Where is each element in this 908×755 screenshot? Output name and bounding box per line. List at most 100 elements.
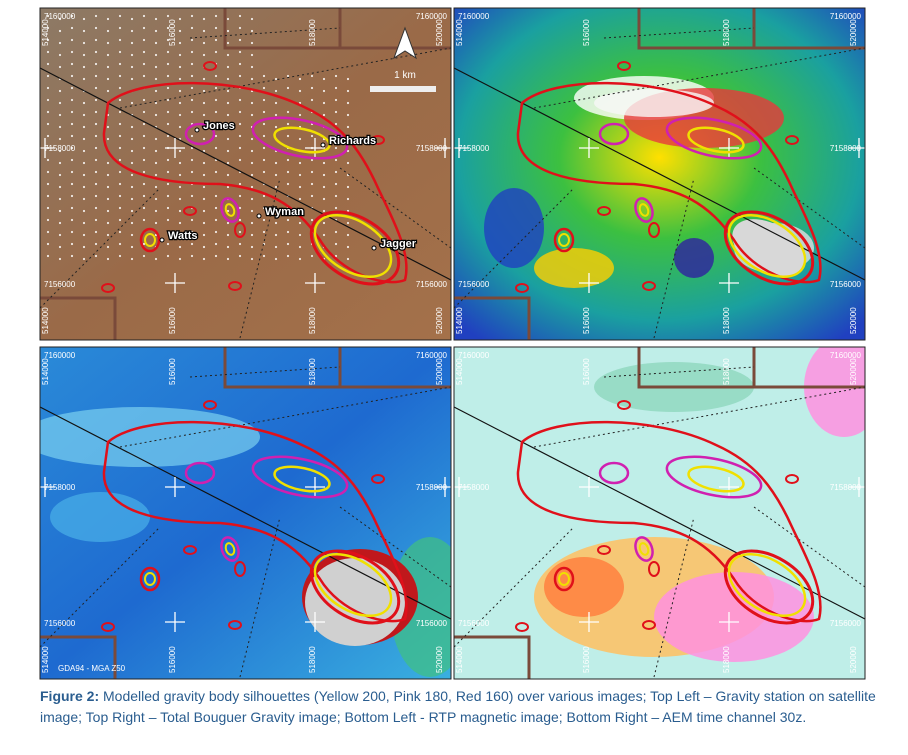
station (274, 161, 278, 165)
station (82, 77, 86, 81)
station (130, 185, 134, 189)
station (46, 122, 50, 126)
red-silhouette (102, 81, 408, 284)
silhouette (727, 553, 807, 617)
station (106, 137, 110, 141)
red-silhouette (102, 420, 408, 623)
station (118, 146, 122, 150)
station (154, 197, 158, 201)
station (334, 254, 338, 258)
silhouette (723, 210, 815, 286)
station (190, 26, 194, 30)
station (94, 254, 98, 258)
station (334, 158, 338, 162)
red-silhouette (516, 420, 822, 623)
grid-cross (454, 477, 469, 497)
station (82, 197, 86, 201)
station (46, 170, 50, 174)
station (274, 221, 278, 225)
station (286, 218, 290, 222)
station (250, 17, 254, 21)
station (166, 230, 170, 234)
grid-cross (849, 477, 865, 497)
grid-cross (305, 477, 325, 497)
station (142, 14, 146, 18)
station (298, 173, 302, 177)
anomaly (544, 557, 624, 617)
body-label: Wyman (265, 206, 304, 218)
station (142, 122, 146, 126)
station (226, 173, 230, 177)
station (94, 26, 98, 30)
station (142, 50, 146, 54)
grid-label: 7160000 (44, 12, 76, 21)
station (130, 53, 134, 57)
station (166, 134, 170, 138)
station (94, 98, 98, 102)
station (142, 110, 146, 114)
station (58, 245, 62, 249)
station (130, 149, 134, 153)
silhouette (313, 553, 393, 617)
silhouette (687, 465, 745, 493)
station (346, 89, 350, 93)
station (70, 254, 74, 258)
station (238, 254, 242, 258)
silhouette (648, 222, 660, 238)
grid-label: 514000 (455, 646, 464, 673)
silhouette (184, 461, 216, 485)
station (322, 233, 326, 237)
grid-label: 7156000 (416, 280, 448, 289)
station (94, 218, 98, 222)
grid-label: 518000 (722, 646, 731, 673)
silhouette (313, 214, 393, 278)
station (226, 209, 230, 213)
silhouette (101, 622, 115, 632)
station (190, 98, 194, 102)
station (58, 209, 62, 213)
station (82, 185, 86, 189)
body-marker (159, 237, 165, 243)
station (118, 86, 122, 90)
station (166, 14, 170, 18)
station (238, 50, 242, 54)
station (274, 89, 278, 93)
station (154, 41, 158, 45)
station (70, 74, 74, 78)
station (286, 182, 290, 186)
silhouette (184, 122, 216, 146)
station (202, 113, 206, 117)
station (70, 38, 74, 42)
grid-cross (435, 477, 451, 497)
station (334, 206, 338, 210)
anomaly (534, 248, 614, 288)
station (214, 230, 218, 234)
station (226, 113, 230, 117)
station (298, 137, 302, 141)
station (298, 257, 302, 261)
station (202, 245, 206, 249)
station (130, 65, 134, 69)
station (94, 50, 98, 54)
grid-label: 514000 (41, 19, 50, 46)
station (226, 101, 230, 105)
map-panel: 7160000 7160000 7158000 7158000 7156000 71560… (454, 8, 865, 340)
silhouette (183, 206, 197, 216)
grid-label: 516000 (168, 646, 177, 673)
station (202, 137, 206, 141)
station (226, 41, 230, 45)
datum-label: GDA94 - MGA Z50 (58, 664, 126, 673)
station (178, 197, 182, 201)
silhouette (251, 116, 349, 160)
station (214, 14, 218, 18)
station (322, 77, 326, 81)
silhouette (597, 545, 611, 555)
station (70, 98, 74, 102)
grid-cross (165, 138, 185, 158)
grid-cross (579, 273, 599, 293)
station (334, 74, 338, 78)
station (274, 233, 278, 237)
station (118, 38, 122, 42)
station (70, 230, 74, 234)
station (166, 242, 170, 246)
